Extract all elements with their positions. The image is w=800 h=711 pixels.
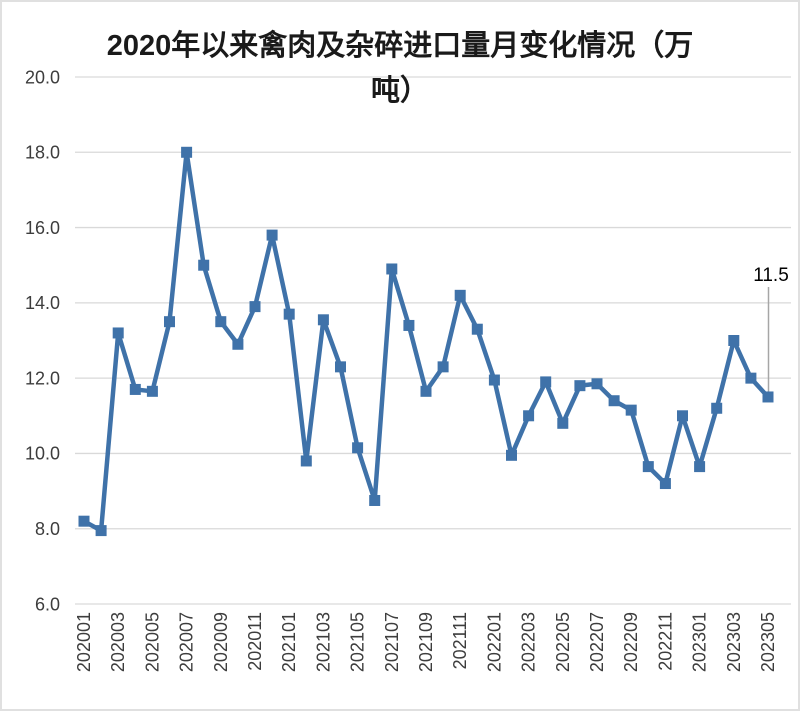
data-point-marker: [249, 301, 261, 313]
data-point-marker: [574, 380, 586, 392]
data-point-marker: [386, 263, 398, 275]
x-tick-label: 202305: [758, 612, 778, 672]
y-tick-label: 14.0: [25, 293, 60, 313]
data-point-marker: [677, 410, 688, 422]
x-tick-label: 202107: [382, 612, 402, 672]
data-point-marker: [232, 338, 244, 350]
data-point-marker: [129, 383, 141, 395]
data-point-marker: [488, 374, 500, 386]
data-point-marker: [557, 417, 569, 429]
annotation-label: 11.5: [753, 265, 789, 286]
data-point-marker: [420, 385, 432, 397]
x-tick-label: 202009: [211, 612, 231, 672]
x-tick-label: 202001: [74, 612, 94, 672]
x-tick-label: 202205: [553, 612, 573, 672]
x-tick-label: 202207: [587, 612, 607, 672]
x-tick-label: 202301: [690, 612, 710, 672]
y-tick-label: 12.0: [25, 368, 60, 388]
data-point-marker: [266, 229, 278, 241]
y-tick-label: 18.0: [25, 143, 60, 163]
data-point-marker: [335, 361, 346, 373]
x-tick-label: 202111: [450, 612, 470, 669]
x-tick-label: 202201: [484, 612, 504, 672]
series-line: [81, 150, 771, 533]
x-tick-label: 202109: [416, 612, 436, 672]
data-point-marker: [506, 449, 517, 461]
data-point-marker: [112, 327, 124, 339]
data-point-marker: [591, 378, 603, 390]
data-point-marker: [625, 404, 637, 416]
data-point-marker: [352, 442, 364, 454]
x-tick-label: 202105: [348, 612, 368, 672]
x-tick-label: 202005: [142, 612, 162, 672]
data-point-marker: [642, 461, 654, 473]
y-tick-label: 6.0: [35, 594, 60, 614]
x-tick-label: 202007: [177, 612, 197, 672]
y-tick-label: 8.0: [35, 519, 60, 539]
data-point-marker: [659, 478, 671, 490]
data-point-marker: [454, 289, 466, 301]
data-point-marker: [711, 402, 723, 414]
data-point-marker: [146, 385, 158, 397]
y-tick-label: 10.0: [25, 444, 60, 464]
data-point-marker: [694, 461, 706, 473]
data-point-marker: [745, 372, 757, 384]
y-tick-label: 16.0: [25, 218, 60, 238]
data-point-marker: [403, 319, 415, 331]
x-tick-label: 202101: [279, 612, 299, 672]
x-tick-label: 202211: [655, 612, 675, 671]
data-point-marker: [164, 316, 175, 328]
data-point-marker: [540, 376, 552, 388]
data-point-marker: [198, 259, 210, 271]
x-tick-label: 202209: [621, 612, 641, 672]
x-tick-label: 202303: [724, 612, 744, 672]
data-point-marker: [608, 395, 620, 407]
x-tick-label: 202103: [313, 612, 333, 672]
x-tick-label: 202011: [245, 612, 265, 671]
data-point-marker: [471, 323, 483, 335]
data-point-marker: [369, 494, 381, 506]
data-point-marker: [181, 146, 193, 158]
data-point-marker: [300, 455, 312, 467]
data-point-marker: [317, 314, 329, 326]
data-point-marker: [78, 515, 90, 527]
data-point-marker: [437, 361, 449, 373]
data-point-marker: [95, 525, 107, 537]
x-tick-label: 202003: [108, 612, 128, 672]
data-point-marker: [283, 308, 295, 320]
x-tick-label: 202203: [519, 612, 539, 672]
data-point-marker: [215, 316, 227, 328]
data-point-marker: [762, 391, 774, 403]
data-point-marker: [523, 410, 535, 422]
y-tick-label: 20.0: [25, 67, 60, 87]
data-point-marker: [728, 335, 740, 346]
